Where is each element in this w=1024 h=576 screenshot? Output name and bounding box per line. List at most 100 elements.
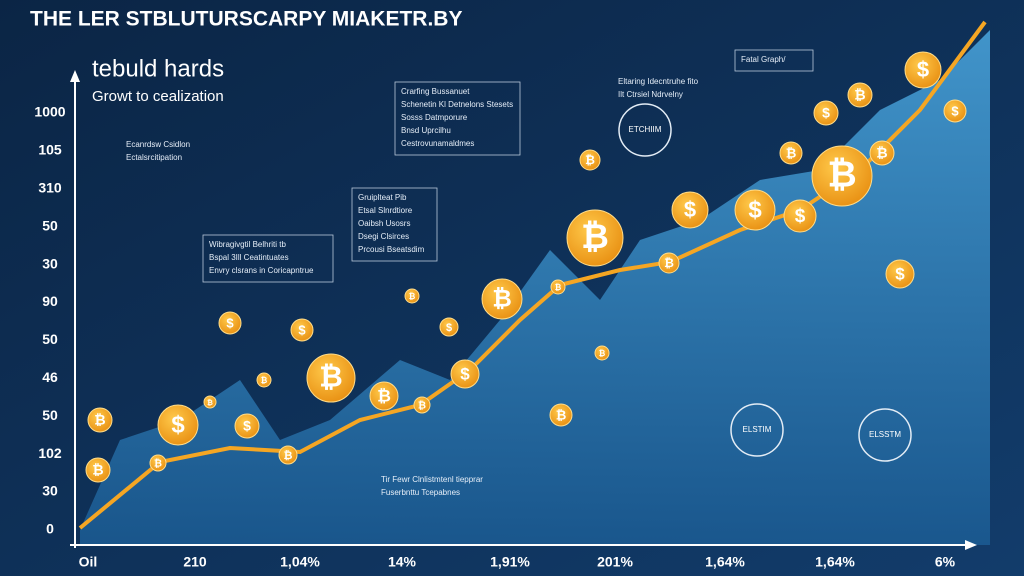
coin bbox=[278, 445, 298, 465]
annotation-text: Bnsd Uprcilhu bbox=[401, 126, 451, 135]
y-label: 50 bbox=[42, 331, 58, 347]
y-label: 50 bbox=[42, 407, 58, 423]
coin bbox=[481, 278, 523, 320]
coin-symbol: $ bbox=[951, 103, 959, 118]
annotation-box bbox=[734, 49, 814, 72]
y-label: 105 bbox=[38, 142, 62, 158]
device-label: ELSTIM bbox=[743, 425, 772, 434]
coin bbox=[904, 51, 942, 89]
annotation-text: Ilt Ctrsiel Ndrvelny bbox=[618, 90, 683, 99]
coin bbox=[87, 407, 113, 433]
annotation-box bbox=[394, 81, 521, 156]
coin-symbol: ₿ bbox=[599, 349, 606, 358]
coin-symbol: ₿ bbox=[94, 412, 105, 428]
annotation-text: Envry clsrans in Coricapntrue bbox=[209, 266, 314, 275]
annotation-text: Crarfing Bussanuet bbox=[401, 87, 470, 96]
device bbox=[858, 408, 912, 462]
coin-symbol: ₿ bbox=[492, 285, 512, 312]
coin-symbol: ₿ bbox=[664, 256, 674, 270]
device bbox=[730, 403, 784, 457]
annotation-text: Schenetin Kl Detnelons Stesets bbox=[401, 100, 513, 109]
coin-symbol: $ bbox=[748, 196, 762, 223]
coin bbox=[943, 99, 967, 123]
coin bbox=[306, 353, 356, 403]
coin bbox=[203, 395, 217, 409]
coin-symbol: $ bbox=[298, 322, 306, 337]
coin bbox=[157, 404, 199, 446]
x-label: Oil bbox=[79, 554, 98, 570]
coin-symbol: ₿ bbox=[261, 376, 268, 385]
annotation-text: Sosss Datmporure bbox=[401, 113, 468, 122]
coin bbox=[847, 82, 873, 108]
coin-symbol: ₿ bbox=[207, 399, 213, 407]
coin-symbol: ₿ bbox=[92, 462, 103, 478]
coin bbox=[779, 141, 803, 165]
x-label: 1,64% bbox=[705, 554, 745, 570]
x-label: 14% bbox=[388, 554, 417, 570]
coin-symbol: $ bbox=[822, 105, 830, 121]
x-label: 201% bbox=[597, 554, 633, 570]
x-label: 1,91% bbox=[490, 554, 530, 570]
coin bbox=[594, 345, 610, 361]
x-label: 6% bbox=[935, 554, 956, 570]
coin-symbol: $ bbox=[684, 197, 696, 222]
x-arrow bbox=[965, 540, 977, 550]
annotation-text: Dsegi Clsirces bbox=[358, 232, 409, 241]
annotation-text: Ectalsrcitipation bbox=[126, 153, 182, 162]
annotation-text: Bspal 3Ill Ceatintuates bbox=[209, 253, 289, 262]
coin-symbol: $ bbox=[895, 264, 905, 283]
x-label: 210 bbox=[183, 554, 207, 570]
annotation-text: Tir Fewr Clnlistmtenl tiepprar bbox=[381, 475, 483, 484]
y-arrow bbox=[70, 70, 80, 82]
coin-symbol: ₿ bbox=[319, 362, 343, 394]
y-label: 310 bbox=[38, 180, 62, 196]
coin-symbol: $ bbox=[226, 315, 234, 330]
coin bbox=[369, 381, 399, 411]
annotation-text: Gruiplteat Pib bbox=[358, 193, 407, 202]
y-label: 102 bbox=[38, 445, 62, 461]
coin-symbol: ₿ bbox=[854, 87, 865, 103]
coin bbox=[290, 318, 314, 342]
coin bbox=[149, 454, 167, 472]
y-label: 46 bbox=[42, 369, 58, 385]
annotation-text: Prcousi Bseatsdim bbox=[358, 245, 425, 254]
coin bbox=[811, 145, 873, 207]
coin-symbol: ₿ bbox=[556, 407, 567, 422]
y-label: 30 bbox=[42, 483, 58, 499]
coin-symbol: ₿ bbox=[154, 458, 162, 470]
annotation-box bbox=[351, 187, 438, 262]
coin-symbol: ₿ bbox=[827, 154, 856, 195]
coin bbox=[783, 199, 817, 233]
coin-symbol: ₿ bbox=[555, 283, 562, 292]
annotation-text: Cestrovunamaldmes bbox=[401, 139, 474, 148]
coin bbox=[671, 191, 709, 229]
coin-symbol: $ bbox=[171, 411, 185, 438]
x-label: 1,64% bbox=[815, 554, 855, 570]
y-label: 30 bbox=[42, 255, 58, 271]
annotation-text: Ecanrdsw Csidlon bbox=[126, 140, 190, 149]
annotation-text: Fatal Graph/ bbox=[741, 55, 786, 64]
area-shape bbox=[80, 30, 990, 545]
y-label: 90 bbox=[42, 293, 58, 309]
coin bbox=[566, 209, 624, 267]
tagline: Growt to cealization bbox=[92, 88, 224, 105]
coin-symbol: ₿ bbox=[786, 145, 797, 160]
device bbox=[618, 103, 672, 157]
y-label: 0 bbox=[46, 521, 54, 537]
coin-symbol: ₿ bbox=[876, 145, 887, 161]
annotation-text: Eltaring Idecntruhe fito bbox=[618, 77, 699, 86]
annotation-box bbox=[202, 234, 334, 283]
coin bbox=[813, 100, 839, 126]
coin bbox=[85, 457, 111, 483]
annotation-text: Etsal Slnrdtiore bbox=[358, 206, 413, 215]
coin bbox=[450, 359, 480, 389]
coin-symbol: $ bbox=[917, 57, 929, 82]
annotation-text: Oaibsh Usosrs bbox=[358, 219, 410, 228]
y-label: 50 bbox=[42, 217, 58, 233]
coin bbox=[579, 149, 601, 171]
coin bbox=[869, 140, 895, 166]
coin bbox=[439, 317, 459, 337]
coin-symbol: ₿ bbox=[581, 218, 609, 256]
y-label: 1000 bbox=[34, 104, 65, 120]
